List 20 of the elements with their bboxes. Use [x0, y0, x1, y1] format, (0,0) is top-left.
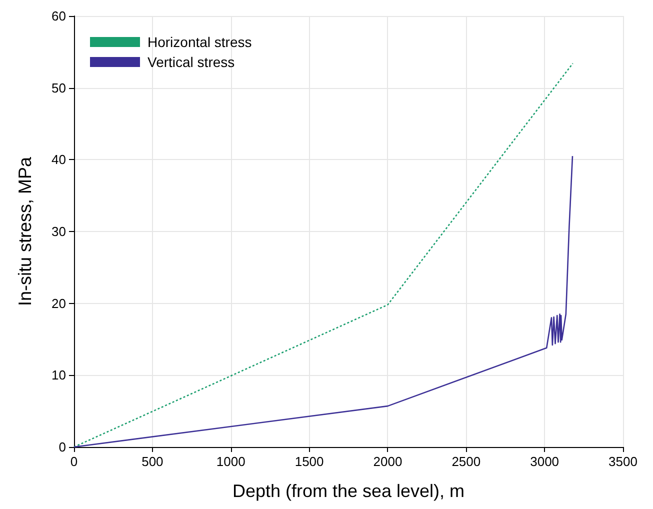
- y-tick-label: 20: [52, 296, 66, 311]
- y-tick-label: 0: [58, 440, 66, 454]
- y-tick-label: 30: [52, 224, 66, 239]
- legend-label: Vertical stress: [148, 54, 235, 70]
- y-tick-label: 60: [52, 8, 66, 24]
- x-tick-label: 1000: [216, 454, 246, 469]
- x-tick-label: 1500: [294, 454, 324, 469]
- x-tick-label: 2000: [373, 454, 402, 469]
- y-tick-label: 50: [52, 80, 66, 96]
- x-axis-title: Depth (from the sea level), m: [232, 481, 465, 501]
- y-tick-label: 40: [52, 152, 66, 168]
- x-tick-label: 3000: [530, 454, 560, 469]
- x-tick-label: 0: [70, 454, 78, 469]
- x-tick-label: 3500: [608, 454, 638, 469]
- line-series: [73, 155, 574, 448]
- y-tick-label: 10: [52, 368, 66, 383]
- x-tick-label: 500: [142, 454, 164, 469]
- x-tick-label: 2500: [452, 454, 481, 469]
- y-axis-title: In-situ stress, MPa: [15, 156, 35, 306]
- legend-label: Horizontal stress: [148, 34, 252, 50]
